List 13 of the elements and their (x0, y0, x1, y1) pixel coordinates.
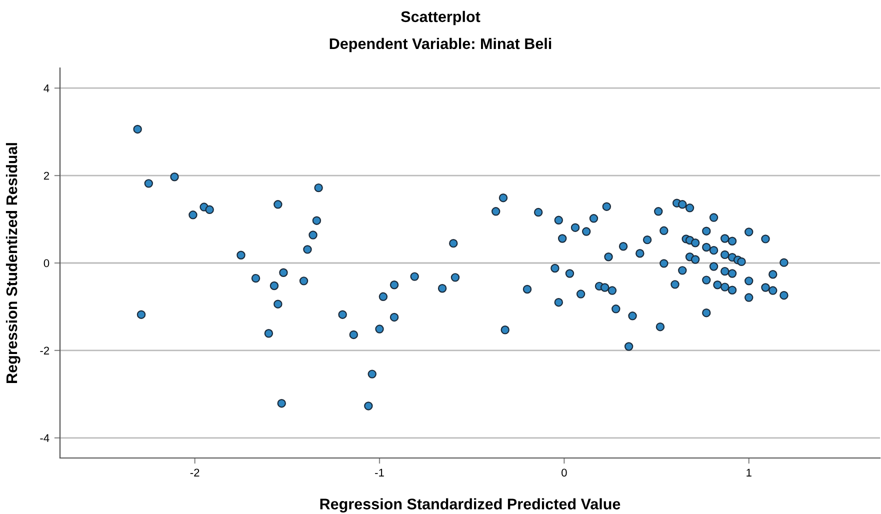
y-tick-label: 4 (44, 84, 50, 92)
x-tick-label: 1 (746, 468, 752, 476)
y-tick-label: -2 (40, 346, 50, 354)
y-tick-label: -4 (40, 434, 50, 442)
chart-subtitle: Dependent Variable: Minat Beli (330, 38, 552, 52)
chart-title: Scatterplot (401, 10, 480, 26)
y-tick-label: 2 (44, 172, 50, 180)
x-tick-label: 0 (562, 468, 567, 477)
x-tick-label: -1 (375, 468, 384, 476)
y-axis-title: Regression Studentized Residual (6, 143, 20, 383)
y-tick-label: 0 (44, 259, 50, 268)
x-tick-label: -2 (190, 468, 200, 476)
x-axis-title: Regression Standardized Predicted Value (320, 498, 620, 513)
